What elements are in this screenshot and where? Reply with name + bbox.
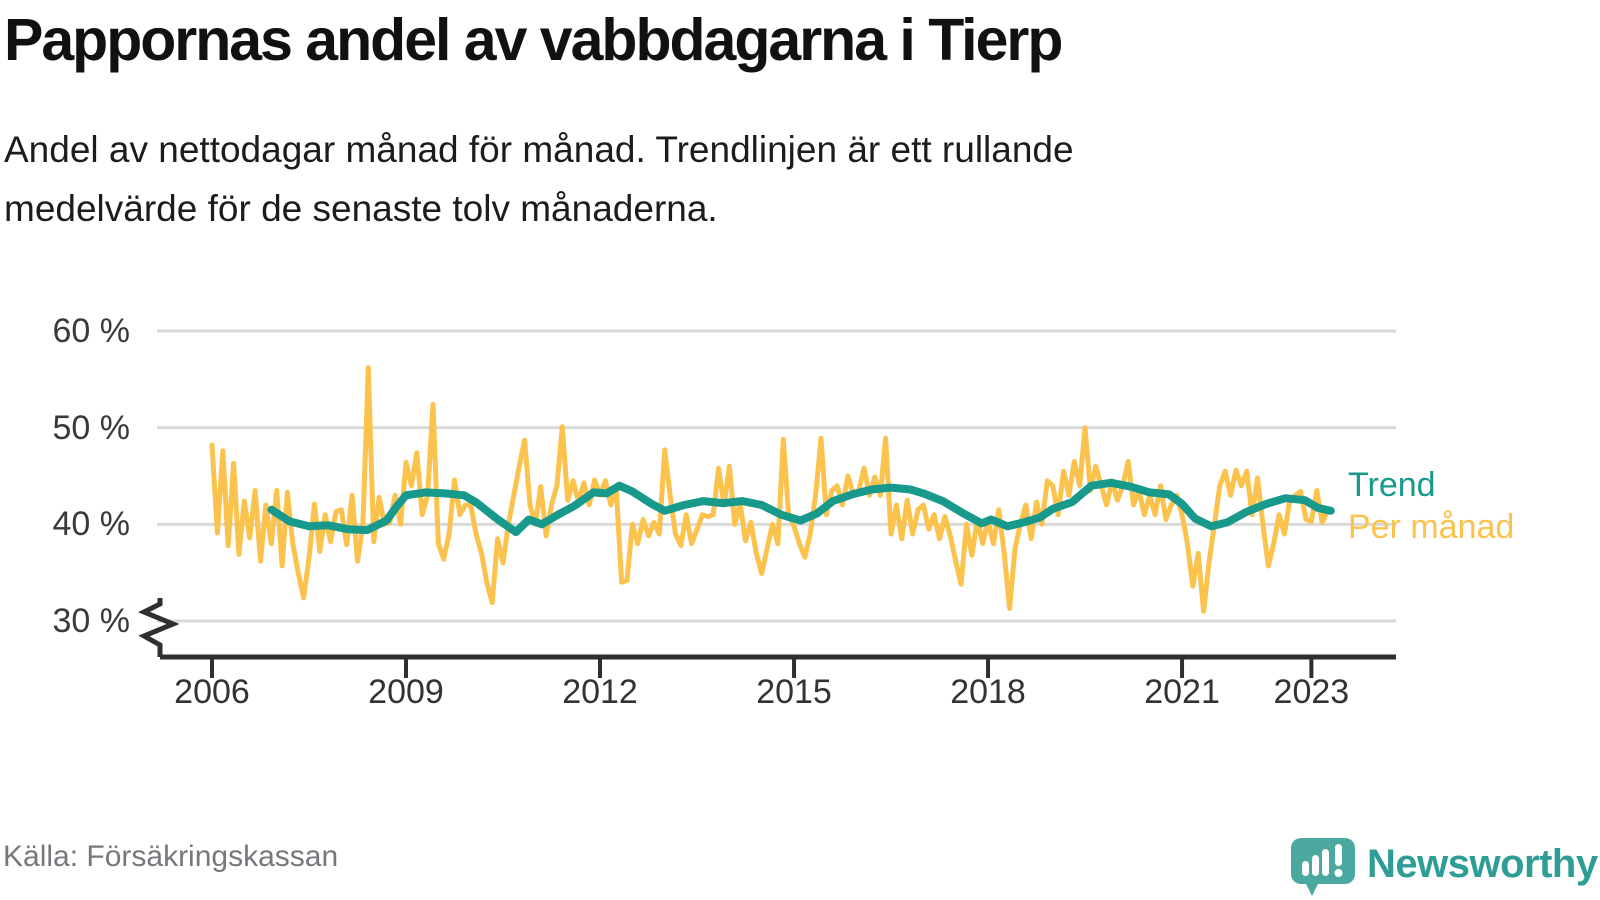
legend-trend-label: Trend bbox=[1348, 466, 1436, 504]
y-axis-label-40: 40 % bbox=[52, 505, 131, 544]
newsworthy-logo-icon bbox=[1291, 838, 1355, 896]
newsworthy-brand: Newsworthy bbox=[1289, 836, 1599, 900]
y-axis-label-30: 30 % bbox=[52, 602, 131, 640]
x-axis-label-2015: 2015 bbox=[756, 673, 832, 711]
y-axis-label-60: 60 % bbox=[52, 312, 131, 350]
logo-bar-small bbox=[1302, 861, 1309, 876]
page-subtitle: Andel av nettodagar månad för månad. Tre… bbox=[4, 129, 1074, 230]
x-axis-label-2018: 2018 bbox=[950, 673, 1026, 711]
legend-per-manad-label: Per månad bbox=[1348, 508, 1515, 546]
source-note: Källa: Försäkringskassan bbox=[3, 840, 339, 873]
logo-exclamation-dot bbox=[1334, 869, 1343, 877]
x-axis-label-2006: 2006 bbox=[174, 673, 250, 711]
x-axis-label-2021: 2021 bbox=[1144, 673, 1220, 711]
x-axis-label-2012: 2012 bbox=[562, 673, 638, 711]
newsworthy-wordmark: Newsworthy bbox=[1367, 842, 1598, 886]
y-axis-break-zigzag-icon bbox=[137, 598, 180, 657]
page-title: Pappornas andel av vabbdagarna i Tierp bbox=[4, 7, 1063, 73]
y-axis-label-50: 50 % bbox=[52, 408, 131, 447]
x-axis-label-2009: 2009 bbox=[368, 673, 444, 711]
x-axis-label-2023: 2023 bbox=[1273, 673, 1350, 711]
logo-exclamation-bar bbox=[1335, 844, 1342, 866]
logo-bar-tall bbox=[1322, 849, 1329, 876]
logo-bar-medium bbox=[1312, 855, 1319, 876]
series-line-trend bbox=[267, 478, 1335, 537]
